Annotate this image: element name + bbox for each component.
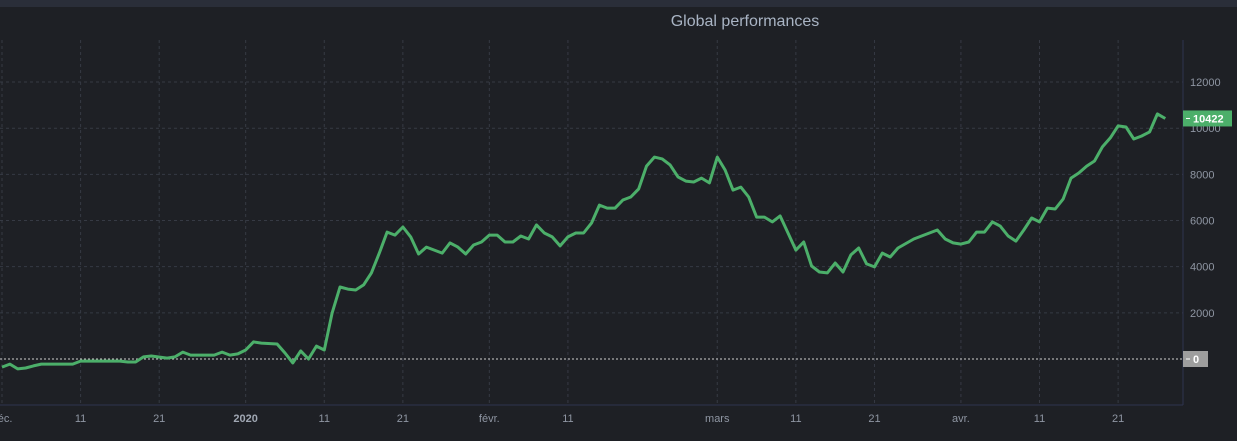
y-tick-label: 4000 bbox=[1190, 262, 1214, 274]
x-tick-label: 21 bbox=[868, 413, 880, 425]
last-value-label: 10422 bbox=[1193, 113, 1224, 125]
y-tick-label: 8000 bbox=[1190, 169, 1214, 181]
performance-line bbox=[1, 112, 1167, 371]
x-tick-label: déc. bbox=[0, 413, 12, 425]
x-tick-label: avr. bbox=[952, 413, 970, 425]
x-tick-label: févr. bbox=[479, 413, 500, 425]
y-tick-label: 6000 bbox=[1190, 216, 1214, 228]
zero-badge-label: 0 bbox=[1193, 354, 1199, 366]
x-tick-label: 11 bbox=[790, 413, 801, 425]
x-tick-label: 11 bbox=[75, 413, 86, 425]
zero-badge bbox=[1183, 351, 1208, 367]
x-tick-label: 21 bbox=[153, 413, 165, 425]
y-tick-label: 2000 bbox=[1190, 308, 1214, 320]
y-tick-label: 12000 bbox=[1190, 77, 1221, 89]
x-tick-label: mars bbox=[705, 413, 730, 425]
x-tick-label: 2020 bbox=[233, 413, 257, 425]
top-toolbar bbox=[0, 0, 1237, 7]
x-tick-label: 11 bbox=[562, 413, 573, 425]
x-tick-label: 21 bbox=[397, 413, 409, 425]
chart-title: Global performances bbox=[670, 13, 820, 30]
x-tick-label: 11 bbox=[1034, 413, 1045, 425]
last-value-badge bbox=[1183, 110, 1232, 127]
x-tick-label: 11 bbox=[319, 413, 330, 425]
x-tick-label: 21 bbox=[1112, 413, 1124, 425]
